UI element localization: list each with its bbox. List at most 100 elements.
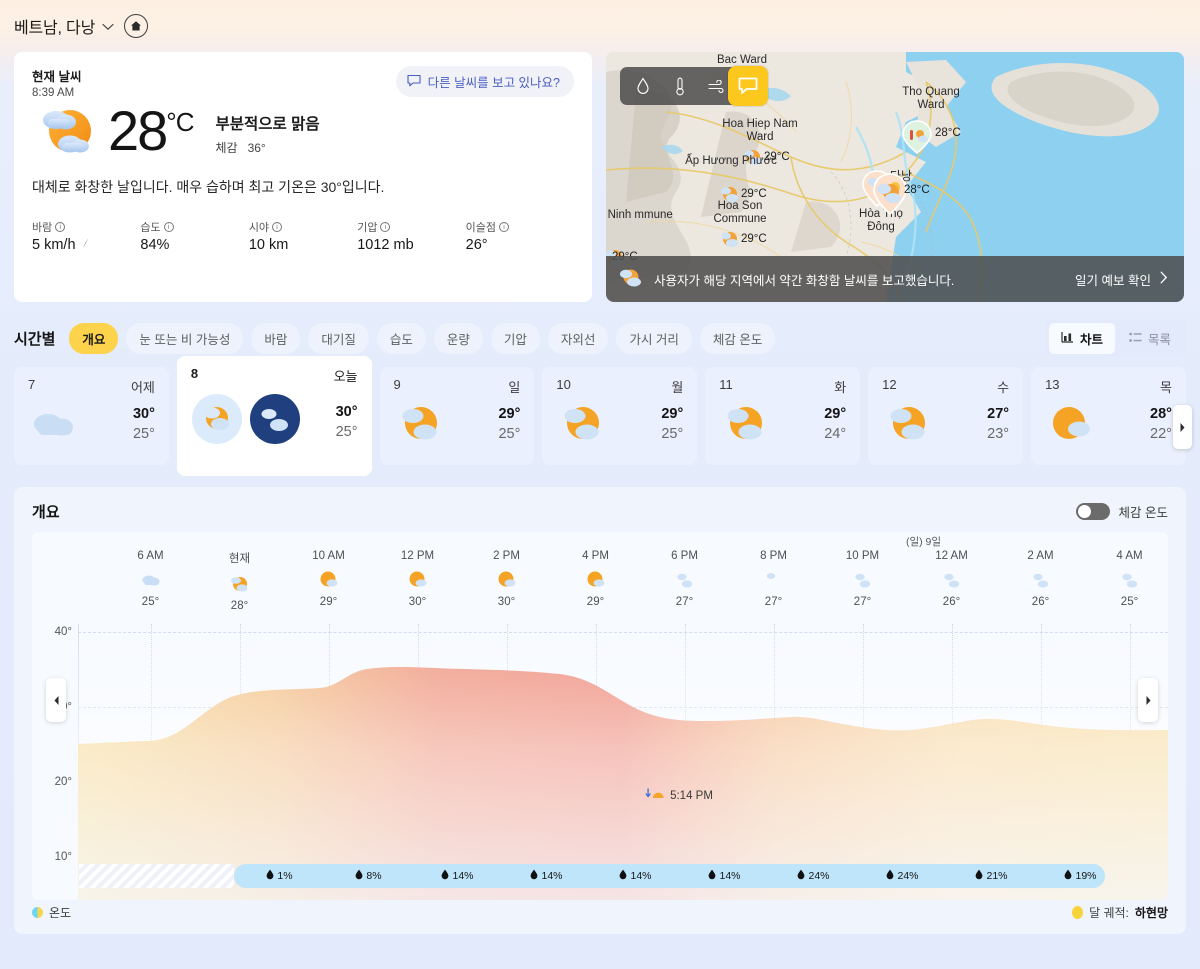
day-high: 27°	[987, 406, 1010, 422]
feels-like-toggle-group[interactable]: 체감 온도	[1075, 502, 1168, 521]
hour-label: 4 AM	[1116, 550, 1143, 562]
map-icon-ap-huong	[719, 185, 741, 209]
list-icon	[1129, 332, 1142, 346]
info-icon[interactable]: i	[499, 222, 509, 232]
hour-label: 8 PM	[760, 550, 787, 562]
day-low: 25°	[661, 426, 684, 442]
tab-feels-like[interactable]: 체감 온도	[699, 323, 776, 354]
map-report-footer: 사용자가 해당 지역에서 약간 화창함 날씨를 보고했습니다. 일기 예보 확인	[606, 256, 1184, 302]
hour-temp: 30°	[497, 596, 516, 608]
tab-visibility[interactable]: 가시 거리	[616, 323, 692, 354]
y-tick: 20°	[54, 776, 72, 788]
thermometer-icon[interactable]	[661, 69, 698, 103]
precip-cell: 24%	[769, 864, 858, 888]
partly-moon-icon	[1085, 568, 1168, 594]
metric-dewpoint: 이슬점 i 26°	[466, 219, 574, 253]
hour-temp: 27°	[675, 596, 694, 608]
metric-label: 시야	[248, 222, 270, 234]
sunset-marker: 5:14 PM	[645, 787, 713, 804]
hour-temp: 26°	[942, 596, 961, 608]
day-number: 8	[190, 366, 199, 381]
precip-cell: 14%	[680, 864, 769, 888]
partly-sunny-icon	[195, 572, 284, 598]
tab-humidity[interactable]: 습도	[376, 323, 426, 354]
hour-label: 6 AM	[137, 550, 164, 562]
info-icon[interactable]: i	[163, 222, 174, 232]
report-weather-button[interactable]: 다른 날씨를 보고 있나요?	[395, 66, 574, 97]
chart-hour-column: 10 PM 27°	[818, 550, 907, 608]
current-temperature-value: 28	[108, 99, 168, 162]
day-card[interactable]: 13 목 28° 22°	[1031, 367, 1186, 465]
chart-plot-area[interactable]: 5:14 PM 1% 8% 14%	[78, 624, 1168, 900]
chart-hour-column: 6 PM 27°	[640, 550, 729, 608]
wind-icon[interactable]	[698, 69, 735, 103]
sunset-icon	[645, 787, 665, 804]
precip-value: 21%	[986, 870, 1008, 882]
info-icon[interactable]: i	[272, 222, 283, 232]
moon-phase-prefix: 달 궤적:	[1089, 905, 1129, 920]
day-high: 30°	[132, 406, 155, 422]
weather-map-card[interactable]: Bac Ward Tho Quang Ward 28°C Hoa Hiep Na…	[606, 52, 1184, 302]
day-number: 7	[28, 377, 36, 392]
temperature-area-series	[78, 624, 1168, 900]
map-temp-tho-quang: 28°C	[935, 127, 961, 139]
check-forecast-link[interactable]: 일기 예보 확인	[1075, 270, 1168, 289]
feels-like-toggle[interactable]	[1075, 503, 1110, 520]
map-report-button[interactable]	[728, 66, 768, 106]
day-name: 어제	[130, 380, 155, 395]
info-icon[interactable]: i	[55, 222, 66, 232]
view-list-button[interactable]: 목록	[1117, 323, 1183, 354]
raindrop-icon	[886, 869, 894, 883]
tab-cloud-cover[interactable]: 운량	[433, 323, 483, 354]
tab-overview[interactable]: 개요	[69, 323, 119, 354]
tab-air-quality[interactable]: 대기질	[308, 323, 369, 354]
report-weather-label: 다른 날씨를 보고 있나요?	[427, 76, 560, 90]
view-toggle[interactable]: 차트 목록	[1045, 320, 1186, 357]
humidity-drop-icon[interactable]	[624, 69, 661, 103]
current-temperature-unit: °C	[166, 107, 194, 137]
day-number: 13	[1045, 377, 1060, 392]
precip-value: 14%	[452, 870, 474, 882]
day-card-today[interactable]: 8 오늘 30° 25°	[176, 356, 372, 476]
chart-hour-column: 6 AM 25°	[106, 550, 195, 608]
map-place-name: Tho Quang Ward	[902, 86, 960, 111]
temperature-legend-icon	[32, 906, 43, 918]
moon-phase-info: 달 궤적: 하현망	[1072, 904, 1168, 921]
current-weather-card: 현재 날씨 8:39 AM 다른 날씨를 보고 있나요?	[14, 52, 592, 302]
tab-uv[interactable]: 자외선	[547, 323, 609, 354]
map-pin-danang[interactable]	[868, 172, 912, 221]
chart-prev-button[interactable]	[46, 678, 66, 722]
home-icon[interactable]	[124, 14, 149, 38]
metric-wind: 바람 i 5 km/h	[32, 219, 140, 253]
map-place-name: Ấp Hương Phước	[685, 155, 777, 167]
temperature-chart[interactable]: (일) 9일 6 AM 25° 현재 28° 10 AM 29° 12 PM 3…	[32, 532, 1168, 900]
metric-value: 10 km	[248, 237, 289, 253]
view-chart-button[interactable]: 차트	[1048, 323, 1115, 354]
day-card[interactable]: 10 월 29° 25°	[542, 367, 698, 465]
precip-cell: 1%	[235, 864, 324, 888]
day-name: 화	[834, 380, 847, 395]
tab-wind[interactable]: 바람	[251, 323, 301, 354]
tab-precipitation[interactable]: 눈 또는 비 가능성	[126, 323, 244, 354]
chart-next-button[interactable]	[1138, 678, 1158, 722]
day-card[interactable]: 7 어제 30° 25°	[14, 367, 169, 465]
info-icon[interactable]: i	[380, 222, 391, 232]
day-name: 월	[671, 380, 684, 395]
day-high: 29°	[824, 406, 847, 422]
metric-visibility: 시야 i 10 km	[249, 219, 357, 253]
hour-temp: 25°	[1120, 596, 1139, 608]
day-card[interactable]: 11 화 29° 24°	[705, 367, 861, 465]
day-card[interactable]: 12 수 27° 23°	[868, 367, 1024, 465]
tab-pressure[interactable]: 기압	[490, 323, 540, 354]
day-card[interactable]: 9 일 29° 25°	[379, 367, 535, 465]
map-layer-toolbar[interactable]	[620, 67, 739, 105]
map-pin-tho-quang[interactable]	[900, 120, 934, 159]
precip-cell: 14%	[591, 864, 680, 888]
legend-temperature[interactable]: 온도	[32, 904, 71, 921]
location-selector[interactable]: 베트남, 다낭	[14, 14, 114, 38]
metric-humidity: 습도 i 84%	[140, 219, 248, 253]
days-next-button[interactable]	[1173, 405, 1192, 449]
top-bar: 베트남, 다낭	[0, 0, 1200, 52]
chart-footer: 온도 달 궤적: 하현망	[32, 890, 1168, 934]
precip-cell: 14%	[413, 864, 502, 888]
